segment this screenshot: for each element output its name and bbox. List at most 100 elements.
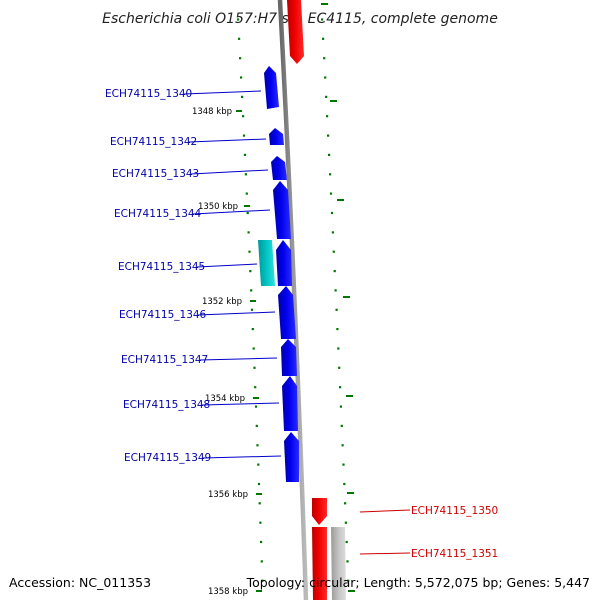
gene-label[interactable]: ECH74115_1350 bbox=[411, 505, 498, 517]
scale-dot bbox=[334, 289, 337, 292]
scale-dot bbox=[257, 482, 261, 486]
scale-dot bbox=[345, 540, 348, 544]
leader-line bbox=[199, 357, 278, 361]
scale-tick-label: 1354 kbp bbox=[205, 394, 245, 404]
scale-dots bbox=[237, 18, 350, 582]
scale-ticks: 1348 kbp 1350 kbp 1352 kbp 1354 kbp 1356… bbox=[192, 3, 355, 597]
scale-dot bbox=[237, 18, 240, 21]
scale-dot bbox=[252, 347, 255, 350]
scale-tick-label: 1348 kbp bbox=[192, 107, 232, 117]
scale-dot bbox=[338, 366, 341, 369]
scale-dot bbox=[341, 444, 344, 447]
scale-dot bbox=[255, 424, 258, 427]
scale-dot bbox=[340, 424, 343, 427]
scale-dot bbox=[323, 57, 326, 60]
gene-label[interactable]: ECH74115_1345 bbox=[118, 261, 205, 273]
scale-tick-label: 1352 kbp bbox=[202, 297, 242, 307]
leader-line bbox=[196, 263, 258, 268]
leader-line bbox=[190, 169, 269, 175]
leader-line bbox=[201, 402, 280, 406]
scale-tick-label: 1350 kbp bbox=[198, 202, 238, 212]
scale-dot bbox=[335, 308, 338, 311]
scale-dot bbox=[243, 153, 247, 156]
scale-dot bbox=[324, 76, 327, 79]
gene-arrow-other-feature[interactable] bbox=[331, 527, 346, 600]
gene-label[interactable]: ECH74115_1347 bbox=[121, 354, 208, 366]
scale-dot bbox=[339, 405, 342, 408]
scale-dot bbox=[344, 521, 347, 524]
gene-arrow-ech74115-1351[interactable] bbox=[312, 527, 327, 600]
gene-arrow-ech74115-1346[interactable] bbox=[276, 240, 292, 286]
gene-arrow-ech74115-1349[interactable] bbox=[282, 376, 298, 431]
leader-line bbox=[188, 138, 267, 143]
leader-line bbox=[192, 209, 271, 215]
gene-arrow-ech74115-1345[interactable] bbox=[258, 240, 275, 286]
scale-dot bbox=[239, 57, 242, 60]
scale-dot bbox=[246, 211, 249, 215]
scale-dot bbox=[244, 173, 247, 176]
gene-label[interactable]: ECH74115_1346 bbox=[119, 309, 207, 321]
genome-summary: Topology: circular; Length: 5,572,075 bp… bbox=[246, 575, 590, 590]
scale-dot bbox=[251, 328, 254, 331]
scale-dot bbox=[333, 270, 336, 273]
scale-dot bbox=[337, 347, 340, 350]
scale-dot bbox=[241, 95, 244, 98]
gene-label[interactable]: ECH74115_1349 bbox=[124, 452, 211, 464]
gene-arrow-ech74115-1348[interactable] bbox=[281, 339, 297, 376]
leader-line bbox=[359, 509, 411, 513]
scale-dot bbox=[328, 153, 331, 156]
scale-dot bbox=[240, 76, 243, 79]
scale-dot bbox=[257, 463, 260, 466]
scale-dot bbox=[336, 328, 339, 331]
scale-tick-label: 1356 kbp bbox=[208, 490, 248, 500]
scale-dot bbox=[260, 560, 263, 563]
gene-arrow-ech74115-1343[interactable] bbox=[271, 156, 287, 180]
scale-dot bbox=[254, 386, 257, 389]
gene-label[interactable]: ECH74115_1348 bbox=[123, 399, 210, 411]
scale-dot bbox=[326, 115, 329, 118]
gene-label[interactable]: ECH74115_1343 bbox=[112, 168, 199, 180]
scale-dot bbox=[347, 579, 350, 582]
scale-tick-label: 1358 kbp bbox=[208, 587, 248, 597]
scale-dot bbox=[245, 192, 248, 195]
gene-arrow-ech74115-1349b[interactable] bbox=[284, 432, 299, 482]
scale-dot bbox=[238, 37, 241, 40]
scale-dot bbox=[242, 134, 246, 137]
scale-dot bbox=[254, 405, 258, 408]
scale-dot bbox=[329, 192, 333, 195]
accession-text: Accession: NC_011353 bbox=[9, 575, 151, 590]
scale-dot bbox=[242, 115, 245, 118]
scale-dot bbox=[330, 211, 334, 215]
scale-dot bbox=[248, 250, 251, 253]
leader-line bbox=[197, 311, 276, 316]
scale-dot bbox=[343, 482, 346, 486]
gene-arrow-reverse[interactable] bbox=[287, 0, 304, 64]
scale-dot bbox=[331, 231, 334, 234]
gene-arrow-ech74115-1342[interactable] bbox=[269, 128, 284, 145]
scale-dot bbox=[261, 579, 264, 582]
scale-dot bbox=[250, 308, 254, 311]
scale-dot bbox=[321, 18, 324, 21]
gene-arrow-ech74115-1350[interactable] bbox=[312, 498, 327, 525]
scale-dot bbox=[249, 270, 252, 273]
scale-dot bbox=[344, 502, 347, 505]
scale-dot bbox=[339, 386, 342, 389]
scale-dot bbox=[258, 502, 261, 505]
gene-arrow-ech74115-1340[interactable] bbox=[264, 66, 279, 109]
scale-dot bbox=[329, 173, 332, 176]
scale-dot bbox=[250, 289, 253, 292]
gene-label[interactable]: ECH74115_1340 bbox=[105, 88, 192, 100]
scale-dot bbox=[332, 250, 335, 253]
leader-line bbox=[202, 455, 282, 459]
genome-backbone bbox=[277, 0, 309, 600]
scale-dot bbox=[256, 444, 259, 447]
gene-label[interactable]: ECH74115_1344 bbox=[114, 208, 202, 220]
gene-label[interactable]: ECH74115_1342 bbox=[110, 136, 197, 148]
gene-arrow-ech74115-1344[interactable] bbox=[273, 181, 291, 239]
scale-dot bbox=[253, 366, 256, 369]
scale-dot bbox=[325, 95, 328, 98]
gene-label[interactable]: ECH74115_1351 bbox=[411, 548, 498, 560]
label-leaders bbox=[183, 90, 411, 555]
gene-arrow-ech74115-1347[interactable] bbox=[278, 286, 296, 339]
